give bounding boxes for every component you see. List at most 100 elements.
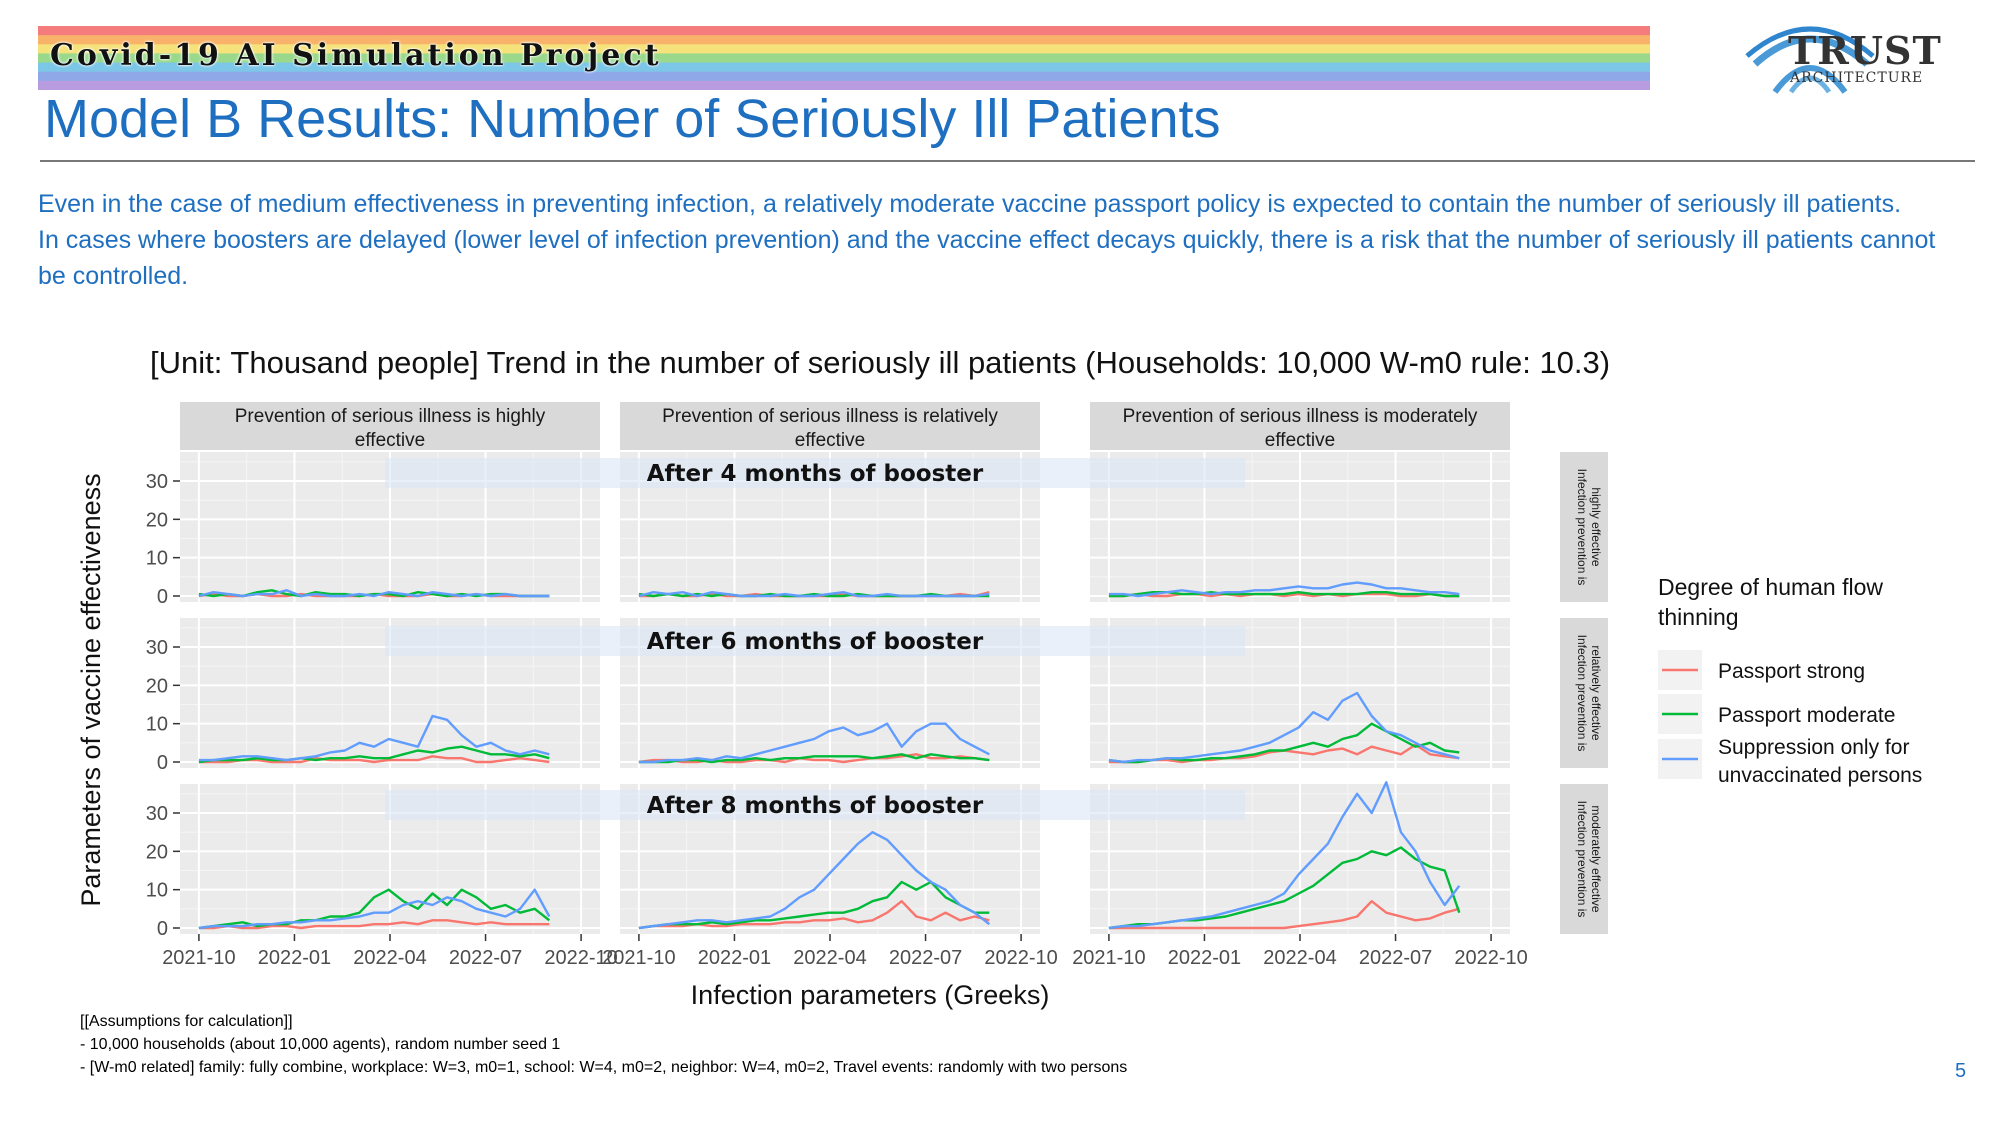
series-line [1108, 900, 1460, 930]
x-tick-label: 2022-01 [258, 947, 331, 969]
y-tick-label: 10 [146, 714, 168, 736]
series-line [198, 919, 550, 930]
x-tick-label: 2022-04 [1263, 947, 1336, 969]
series-line [198, 888, 551, 930]
banner-stripe [38, 62, 1650, 73]
series-line [638, 753, 990, 764]
y-tick-label: 10 [146, 548, 168, 570]
banner-stripe [38, 53, 1650, 64]
intro-line-2: In cases where boosters are delayed (low… [38, 226, 1936, 290]
facet-column-strip [1090, 402, 1510, 450]
facet-column-strip [620, 402, 1040, 450]
x-axis-title: Infection parameters (Greeks) [691, 980, 1050, 1010]
series-line [1108, 581, 1460, 598]
legend-label: Passport strong [1718, 660, 1865, 683]
x-tick-label: 2022-10 [544, 947, 617, 969]
y-tick-label: 20 [146, 841, 168, 863]
banner-stripe [38, 26, 1650, 36]
y-tick-label: 0 [157, 752, 168, 774]
page-number: 5 [1955, 1060, 1967, 1082]
booster-overlay-label: After 8 months of booster [647, 793, 984, 819]
x-tick-label: 2022-10 [1454, 947, 1527, 969]
banner-stripe [38, 35, 1650, 45]
logo-subtext: ARCHITECTURE [1790, 70, 1924, 86]
faceted-line-chart: Prevention of serious illness is highly e… [76, 402, 1922, 1010]
x-tick-label: 2022-07 [1359, 947, 1432, 969]
x-tick-label: 2021-10 [162, 947, 235, 969]
booster-overlay-band [385, 626, 1245, 656]
project-banner-title: Covid-19 AI Simulation Project [50, 38, 662, 73]
booster-overlay-label: After 6 months of booster [647, 629, 984, 655]
series-line [1108, 781, 1461, 930]
facet-column-label: effective [355, 430, 425, 451]
legend-label: unvaccinated persons [1718, 764, 1922, 787]
legend-title: Degree of human flow [1658, 574, 1883, 600]
assumptions-block: [[Assumptions for calculation]] - 10,000… [80, 1010, 1127, 1079]
banner-stripe [38, 80, 1650, 90]
legend-label: Passport moderate [1718, 704, 1895, 727]
assumptions-line-1: - 10,000 households (about 10,000 agents… [80, 1036, 561, 1053]
y-tick-label: 0 [157, 918, 168, 940]
series-line [638, 592, 990, 598]
facet-row-label: Infection prevention is [1575, 801, 1589, 918]
facet-row-label: Infection prevention is [1575, 635, 1589, 752]
series-line [638, 831, 991, 930]
series-line [198, 589, 550, 598]
logo-wordmark: TRUST [1788, 28, 1942, 73]
x-tick-label: 2022-07 [449, 947, 522, 969]
assumptions-line-2: - [W-m0 related] family: fully combine, … [80, 1059, 1128, 1076]
y-tick-label: 30 [146, 471, 168, 493]
intro-text: Even in the case of medium effectiveness… [38, 186, 1958, 294]
booster-overlay-band [385, 790, 1245, 820]
banner-stripe [38, 44, 1650, 54]
facet-row-strip [1560, 784, 1608, 934]
y-tick-label: 20 [146, 509, 168, 531]
x-tick-label: 2021-10 [602, 947, 675, 969]
series-line [638, 753, 990, 764]
x-tick-label: 2022-01 [698, 947, 771, 969]
booster-overlay-label: After 4 months of booster [647, 461, 984, 487]
series-line [1108, 592, 1460, 598]
facet-row-label: relatively effective [1589, 645, 1603, 740]
legend-label: Suppression only for [1718, 736, 1909, 759]
booster-overlay-band [385, 458, 1245, 488]
assumptions-heading: [[Assumptions for calculation]] [80, 1013, 293, 1030]
title-divider [40, 160, 1975, 162]
x-tick-label: 2022-04 [353, 947, 426, 969]
slide-title: Model B Results: Number of Seriously Ill… [44, 89, 1221, 149]
facet-row-strip [1560, 618, 1608, 768]
facet-column-label: Prevention of serious illness is moderat… [1123, 406, 1478, 427]
series-line [198, 589, 550, 598]
series-line [1108, 691, 1460, 764]
arch-bridge-icon [1745, 26, 1875, 94]
rainbow-banner [38, 26, 1650, 90]
x-tick-label: 2022-01 [1168, 947, 1241, 969]
x-tick-label: 2021-10 [1072, 947, 1145, 969]
series-line [638, 590, 990, 598]
facet-column-strip [180, 402, 600, 450]
facet-row-label: Infection prevention is [1575, 469, 1589, 586]
facet-column-label: effective [795, 430, 865, 451]
facet-row-label: highly effective [1589, 487, 1603, 566]
y-tick-label: 30 [146, 803, 168, 825]
facet-column-label: Prevention of serious illness is relativ… [662, 406, 998, 427]
series-line [198, 714, 550, 762]
y-axis-title: Parameters of vaccine effectiveness [76, 473, 106, 906]
x-tick-label: 2022-07 [889, 947, 962, 969]
series-line [638, 722, 990, 764]
facet-row-label: moderately effective [1589, 805, 1603, 912]
chart-title: [Unit: Thousand people] Trend in the num… [150, 345, 1611, 380]
banner-stripe [38, 71, 1650, 82]
x-tick-label: 2022-04 [793, 947, 866, 969]
series-line [198, 888, 551, 930]
y-tick-label: 0 [157, 586, 168, 608]
y-tick-label: 10 [146, 880, 168, 902]
legend-title: thinning [1658, 604, 1739, 630]
series-line [198, 755, 550, 764]
x-tick-label: 2022-10 [984, 947, 1057, 969]
intro-line-1: Even in the case of medium effectiveness… [38, 190, 1902, 218]
y-tick-label: 20 [146, 675, 168, 697]
facet-column-label: effective [1265, 430, 1335, 451]
y-tick-label: 30 [146, 637, 168, 659]
facet-row-strip [1560, 452, 1608, 602]
